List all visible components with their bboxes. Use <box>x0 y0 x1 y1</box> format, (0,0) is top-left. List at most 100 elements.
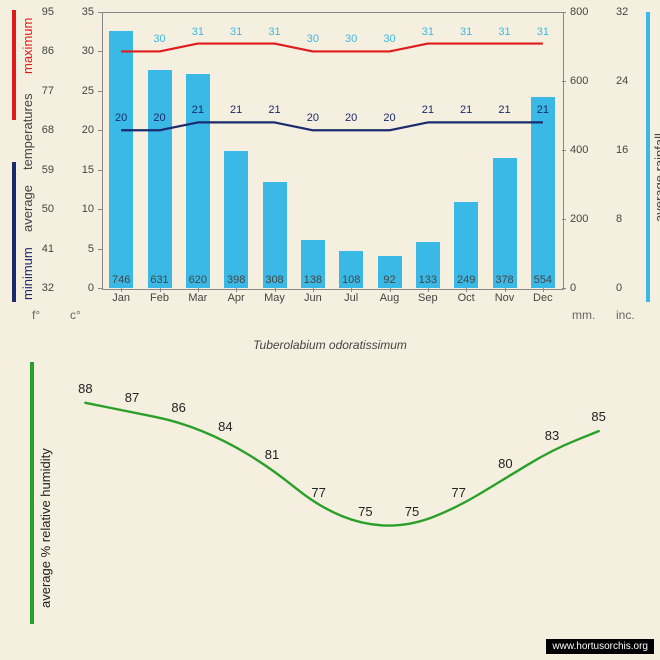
max-temp-label: 31 <box>498 26 510 38</box>
mm-unit: mm. <box>572 308 595 322</box>
mm-tick: 800 <box>570 6 588 18</box>
celsius-tick: 20 <box>70 124 94 136</box>
month-label: Oct <box>458 292 475 304</box>
fahrenheit-unit: f° <box>32 308 40 322</box>
celsius-tick: 5 <box>70 243 94 255</box>
minimum-label: minimum <box>20 247 35 300</box>
species-title: Tuberolabium odoratissimum <box>0 338 660 352</box>
celsius-tick: 30 <box>70 45 94 57</box>
humidity-value-label: 83 <box>545 428 559 443</box>
climate-figure: { "species_title": "Tuberolabium odorati… <box>0 0 660 660</box>
humidity-value-label: 75 <box>358 504 372 519</box>
rainfall-value-label: 398 <box>227 274 245 286</box>
humidity-line <box>85 403 598 526</box>
humidity-value-label: 87 <box>125 390 139 405</box>
rainfall-bar <box>224 151 248 288</box>
rainfall-value-label: 92 <box>383 274 395 286</box>
rainfall-value-label: 378 <box>495 274 513 286</box>
source-badge: www.hortusorchis.org <box>546 639 654 654</box>
max-temp-label: 31 <box>537 26 549 38</box>
rainfall-value-label: 138 <box>304 274 322 286</box>
month-label: Feb <box>150 292 169 304</box>
min-temp-label: 21 <box>230 104 242 116</box>
rainfall-value-label: 308 <box>265 274 283 286</box>
max-temp-label: 30 <box>115 33 127 45</box>
max-temp-label: 30 <box>153 33 165 45</box>
month-label: May <box>264 292 285 304</box>
max-temp-label: 30 <box>383 33 395 45</box>
rainfall-value-label: 554 <box>534 274 552 286</box>
rainfall-accent-bar <box>646 12 650 302</box>
celsius-unit: c° <box>70 308 81 322</box>
rainfall-bar <box>263 182 287 288</box>
rainfall-value-label: 746 <box>112 274 130 286</box>
month-label: Mar <box>188 292 207 304</box>
humidity-value-label: 77 <box>451 485 465 500</box>
inch-tick: 8 <box>616 213 622 225</box>
humidity-rot-label: average % relative humidity <box>38 448 53 608</box>
max-temp-label: 31 <box>268 26 280 38</box>
max-temp-label: 31 <box>460 26 472 38</box>
min-temp-label: 21 <box>192 104 204 116</box>
humidity-value-label: 75 <box>405 504 419 519</box>
avg-rainfall-label: average rainfall <box>652 133 660 222</box>
max-temp-label: 31 <box>230 26 242 38</box>
month-label: Apr <box>228 292 245 304</box>
inch-tick: 0 <box>616 282 622 294</box>
max-temp-label: 31 <box>192 26 204 38</box>
min-temp-label: 20 <box>153 112 165 124</box>
max-temp-label: 31 <box>422 26 434 38</box>
inch-unit: inc. <box>616 308 635 322</box>
celsius-tick: 0 <box>70 282 94 294</box>
rainfall-value-label: 133 <box>419 274 437 286</box>
month-label: Aug <box>380 292 400 304</box>
rainfall-bar <box>531 97 555 288</box>
rainfall-bar <box>109 31 133 288</box>
celsius-tick: 35 <box>70 6 94 18</box>
celsius-tick: 10 <box>70 203 94 215</box>
humidity-value-label: 77 <box>311 485 325 500</box>
max-temp-label: 30 <box>307 33 319 45</box>
fahrenheit-tick: 95 <box>30 6 54 18</box>
min-temp-label: 21 <box>460 104 472 116</box>
humidity-value-label: 81 <box>265 447 279 462</box>
min-temp-label: 21 <box>422 104 434 116</box>
celsius-tick: 15 <box>70 164 94 176</box>
rainfall-value-label: 631 <box>150 274 168 286</box>
inch-tick: 16 <box>616 144 628 156</box>
inch-tick: 24 <box>616 75 628 87</box>
max-temp-accent-bar <box>12 10 16 120</box>
max-temp-label: 30 <box>345 33 357 45</box>
inch-tick: 32 <box>616 6 628 18</box>
celsius-tick: 25 <box>70 85 94 97</box>
month-label: Jun <box>304 292 322 304</box>
min-temp-label: 20 <box>383 112 395 124</box>
rainfall-value-label: 108 <box>342 274 360 286</box>
humidity-value-label: 80 <box>498 456 512 471</box>
month-label: Jul <box>344 292 358 304</box>
min-temp-accent-bar <box>12 162 16 302</box>
rainfall-value-label: 620 <box>189 274 207 286</box>
mm-tick: 400 <box>570 144 588 156</box>
min-temp-label: 20 <box>307 112 319 124</box>
rainfall-bars-group <box>102 12 562 288</box>
rainfall-value-label: 249 <box>457 274 475 286</box>
temperatures-label: temperatures <box>20 93 35 170</box>
mm-tick: 0 <box>570 282 576 294</box>
rainfall-bar <box>493 158 517 288</box>
min-temp-label: 21 <box>268 104 280 116</box>
humidity-value-label: 84 <box>218 419 232 434</box>
humidity-value-label: 88 <box>78 381 92 396</box>
min-temp-label: 20 <box>115 112 127 124</box>
rainfall-bar <box>148 70 172 288</box>
min-temp-label: 21 <box>537 104 549 116</box>
month-label: Sep <box>418 292 438 304</box>
month-label: Dec <box>533 292 553 304</box>
min-temp-label: 20 <box>345 112 357 124</box>
month-label: Nov <box>495 292 515 304</box>
month-label: Jan <box>112 292 130 304</box>
mm-tick: 600 <box>570 75 588 87</box>
humidity-value-label: 86 <box>171 400 185 415</box>
average-label-1: average <box>20 185 35 232</box>
mm-tick: 200 <box>570 213 588 225</box>
